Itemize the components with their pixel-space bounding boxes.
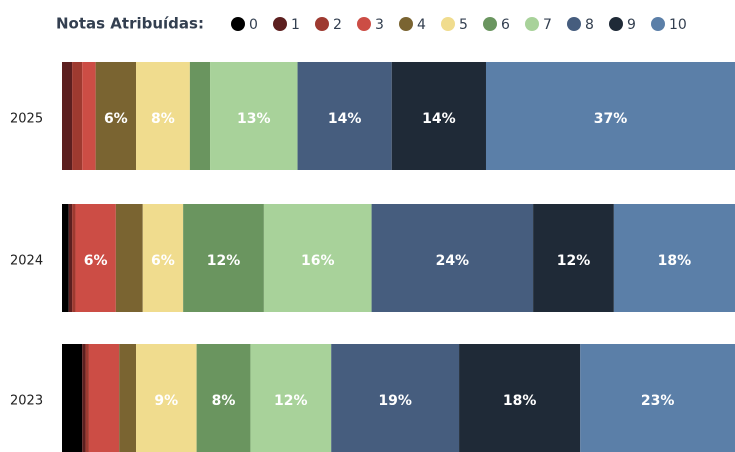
- bar-segment: [580, 344, 735, 452]
- legend-label: 8: [585, 17, 594, 33]
- bar-segment: [142, 204, 184, 312]
- data-label: 6%: [104, 111, 128, 127]
- data-label: 8%: [151, 111, 175, 127]
- data-label: 12%: [557, 253, 591, 269]
- legend-label: 7: [543, 17, 552, 33]
- bar-segment: [82, 62, 96, 170]
- legend-label: 3: [375, 17, 384, 33]
- data-label: 23%: [641, 393, 675, 409]
- bar-segment: [391, 62, 486, 170]
- legend-label: 5: [459, 17, 468, 33]
- bar-segment: [183, 204, 264, 312]
- legend-label: 10: [669, 17, 687, 33]
- legend-marker: [399, 17, 413, 31]
- legend-marker: [609, 17, 623, 31]
- bar-segment: [72, 204, 76, 312]
- legend-label: 4: [417, 17, 426, 33]
- legend-marker: [483, 17, 497, 31]
- data-label: 6%: [151, 253, 175, 269]
- data-label: 14%: [422, 111, 456, 127]
- bar-segment: [613, 204, 735, 312]
- bar-segment: [210, 62, 298, 170]
- data-label: 13%: [237, 111, 271, 127]
- bar-segment: [115, 204, 143, 312]
- legend-marker: [273, 17, 287, 31]
- bar-segment: [136, 62, 190, 170]
- data-label: 16%: [301, 253, 335, 269]
- legend-marker: [231, 17, 245, 31]
- bar-segment: [331, 344, 460, 452]
- legend-label: 2: [333, 17, 342, 33]
- bar-segment: [533, 204, 614, 312]
- legend-title: Notas Atribuídas:: [56, 15, 204, 33]
- bar-segment: [75, 204, 116, 312]
- legend-label: 9: [627, 17, 636, 33]
- bar-segment: [95, 62, 137, 170]
- bar-segment: [263, 204, 372, 312]
- legend-label: 1: [291, 17, 300, 33]
- bar-segment: [62, 344, 83, 452]
- data-label: 12%: [274, 393, 308, 409]
- data-label: 12%: [207, 253, 241, 269]
- data-label: 18%: [503, 393, 537, 409]
- bar-segment: [119, 344, 137, 452]
- data-label: 24%: [436, 253, 470, 269]
- data-label: 37%: [594, 111, 628, 127]
- bar-segment: [85, 344, 89, 452]
- y-tick-label: 2023: [10, 394, 43, 409]
- bar-segment: [196, 344, 251, 452]
- bar-segment: [459, 344, 581, 452]
- data-label: 14%: [328, 111, 362, 127]
- bar-segment: [189, 62, 211, 170]
- legend-marker: [525, 17, 539, 31]
- bar-segment: [136, 344, 197, 452]
- data-label: 19%: [378, 393, 412, 409]
- bar-segment: [297, 62, 392, 170]
- legend-marker: [357, 17, 371, 31]
- data-label: 9%: [154, 393, 178, 409]
- legend-marker: [651, 17, 665, 31]
- legend-label: 0: [249, 17, 258, 33]
- bar-segment: [485, 62, 735, 170]
- bar-segment: [250, 344, 332, 452]
- bar-segment: [62, 204, 69, 312]
- y-tick-label: 2024: [10, 254, 43, 269]
- bar-segment: [88, 344, 120, 452]
- y-tick-label: 2025: [10, 112, 43, 127]
- bar-segment: [72, 62, 83, 170]
- data-label: 8%: [212, 393, 236, 409]
- legend-marker: [567, 17, 581, 31]
- bar-segment: [68, 204, 73, 312]
- bar-segment: [82, 344, 86, 452]
- bar-segment: [371, 204, 534, 312]
- legend-marker: [441, 17, 455, 31]
- legend-marker: [315, 17, 329, 31]
- bar-segment: [62, 62, 73, 170]
- data-label: 6%: [84, 253, 108, 269]
- legend-label: 6: [501, 17, 510, 33]
- data-label: 18%: [658, 253, 692, 269]
